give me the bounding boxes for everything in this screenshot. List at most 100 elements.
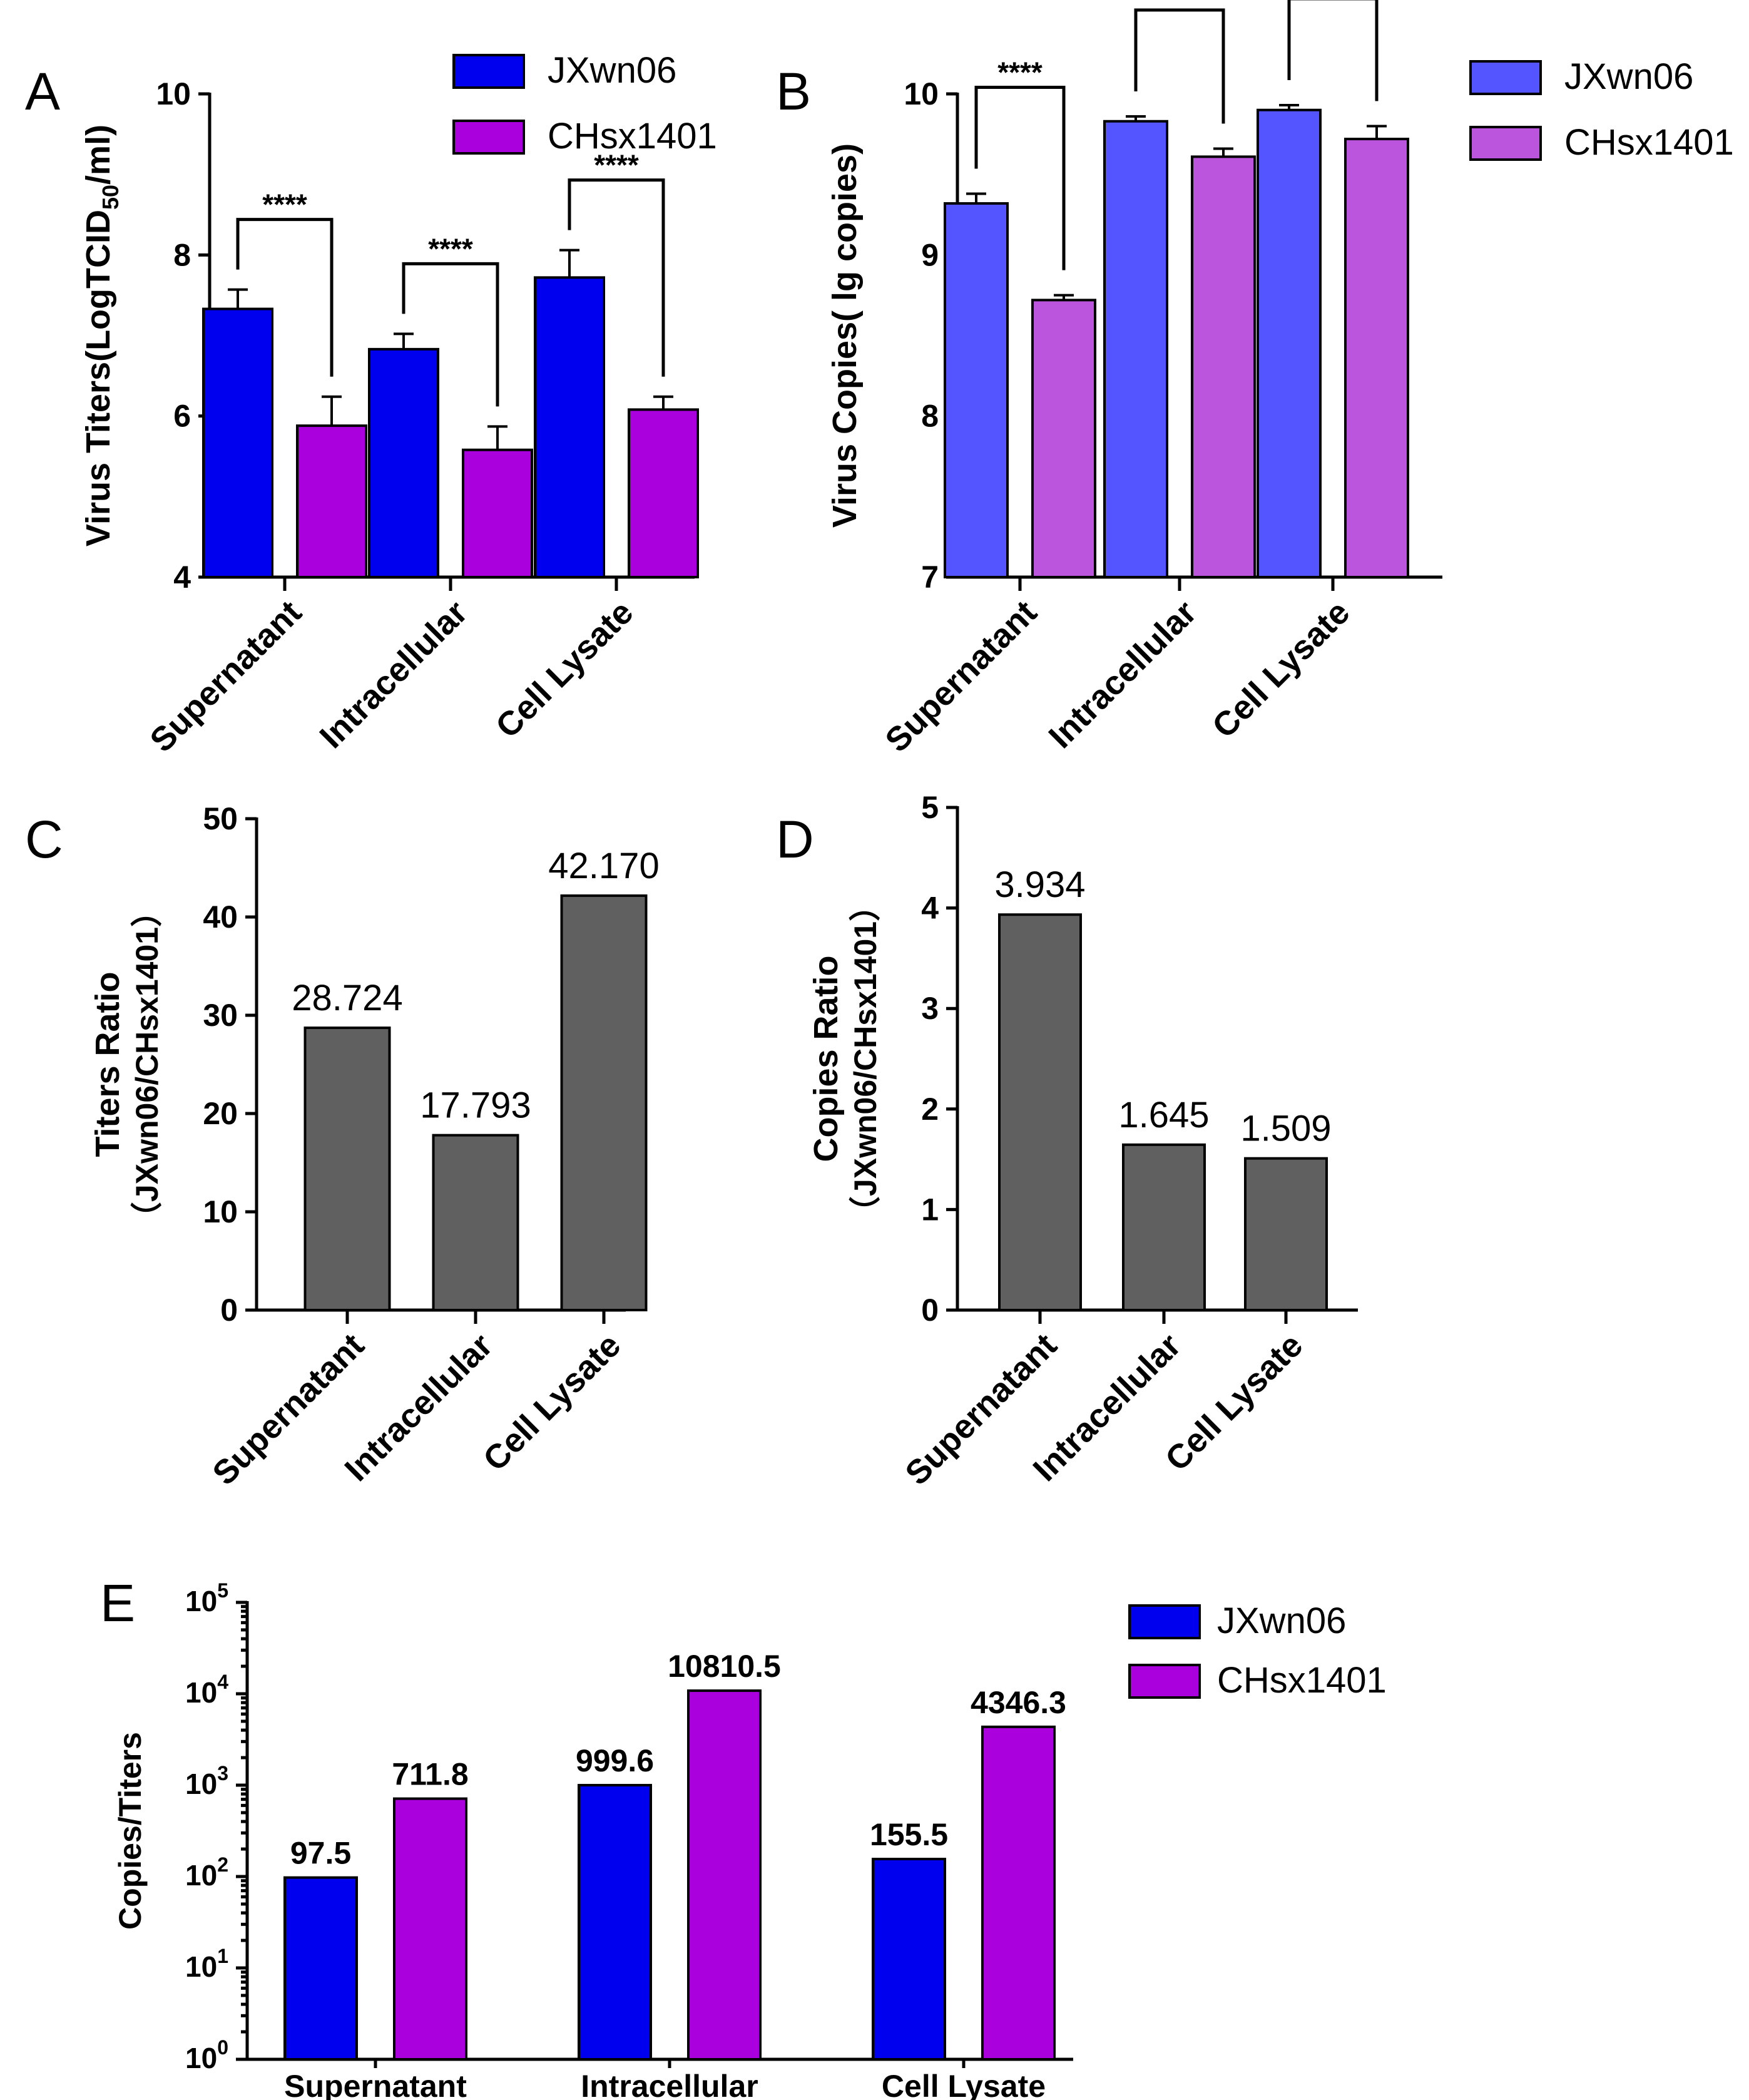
y-axis-label: Copies/Titers: [113, 1732, 148, 1930]
bar-chsx1401: [462, 448, 533, 578]
bar-ratio: [1122, 1143, 1206, 1311]
bar-jxwn06: [368, 347, 439, 579]
x-tick-label: Intracellular: [1042, 593, 1204, 755]
bar-jxwn06: [872, 1858, 946, 2061]
y-tick-exponent: 0: [217, 2036, 228, 2059]
value-label: 28.724: [292, 978, 402, 1018]
y-axis-label: Virus Copies( lg copies): [826, 143, 864, 528]
panel-letter: A: [25, 62, 60, 121]
significance-bracket: [1287, 0, 1379, 101]
bar-chsx1401: [1191, 155, 1256, 579]
y-tick-exponent: 2: [217, 1853, 228, 1876]
significance-label: ****: [262, 188, 307, 221]
legend-swatch-jxwn06: [1128, 1604, 1201, 1639]
x-tick-label: Supernatant: [878, 593, 1044, 759]
bar-ratio: [303, 1027, 391, 1311]
bar-jxwn06: [283, 1876, 358, 2061]
bar-chsx1401: [1031, 299, 1096, 578]
y-axis-label: Virus Titers(LogTCID50/ml): [79, 125, 123, 546]
y-tick-label: 10: [904, 76, 939, 111]
y-tick-label: 101: [185, 1945, 228, 1983]
bar-chsx1401: [393, 1797, 467, 2061]
panel-a: A 4 6 8 10 Virus Titers(LogTCID50/ml) Supernat…: [25, 50, 717, 759]
bar-chsx1401: [1344, 138, 1409, 578]
y-tick-base: 10: [185, 1676, 217, 1709]
y-axis-label-main: Virus Titers(LogTCID: [79, 210, 117, 546]
significance-label: ****: [997, 56, 1043, 89]
y-tick-base: 10: [185, 1859, 217, 1892]
y-tick-label: 40: [203, 899, 238, 935]
bar-chsx1401: [981, 1725, 1056, 2061]
value-label: 10810.5: [668, 1649, 781, 1684]
value-label: 42.170: [548, 846, 659, 886]
y-tick-base: 10: [185, 1768, 217, 1800]
bar-ratio: [560, 894, 648, 1311]
value-label: 999.6: [576, 1743, 654, 1778]
y-axis-label: Titers Ratio: [89, 971, 126, 1157]
legend-label: JXwn06: [1217, 1601, 1346, 1641]
x-tick-label: Intracellular: [313, 593, 475, 755]
panel-c: C 0 10 20 30 40 50 Titers Ratio （JXwn06/CHsx1401…: [25, 801, 660, 1492]
bar-ratio: [1244, 1157, 1328, 1311]
x-tick-label: Cell Lysate: [1205, 593, 1357, 745]
y-tick-exponent: 3: [217, 1762, 228, 1785]
legend-label: CHsx1401: [548, 116, 717, 156]
y-tick-label: 3: [921, 991, 939, 1026]
y-axis-label-end: /ml): [79, 125, 117, 185]
x-tick-label: Cell Lysate: [882, 2069, 1046, 2100]
panel-b: B 7 8 9 10 Virus Copies( lg copies) Supernatan…: [776, 0, 1734, 759]
legend-swatch-jxwn06: [452, 54, 525, 89]
legend-swatch-jxwn06: [1469, 60, 1542, 95]
significance-label: ****: [594, 149, 639, 182]
y-axis-label-2: （JXwn06/CHsx1401）: [130, 896, 165, 1233]
y-tick-label: 105: [185, 1579, 228, 1617]
legend-swatch-chsx1401: [1128, 1664, 1201, 1699]
y-tick-label: 6: [173, 399, 191, 434]
bar-ratio: [998, 913, 1082, 1311]
y-axis-label-main: Virus Copies( lg copies): [826, 143, 864, 528]
panel-letter: B: [776, 62, 811, 121]
y-axis-label: Copies Ratio: [807, 955, 845, 1162]
y-tick-label: 7: [921, 560, 939, 595]
x-tick-label: Cell Lysate: [489, 593, 641, 745]
bar-jxwn06: [534, 276, 605, 578]
y-tick-label: 0: [220, 1293, 238, 1328]
panel-letter: D: [776, 810, 814, 869]
y-tick-label: 4: [921, 891, 939, 926]
legend-swatch-chsx1401: [452, 120, 525, 155]
significance-bracket: [236, 218, 334, 377]
value-label: 3.934: [994, 864, 1085, 905]
bar-jxwn06: [1103, 120, 1168, 579]
y-tick-exponent: 4: [217, 1671, 228, 1693]
y-tick-label: 103: [185, 1762, 228, 1800]
legend-label: CHsx1401: [1564, 122, 1734, 163]
value-label: 711.8: [392, 1757, 468, 1792]
x-tick-label: Supernatant: [143, 593, 308, 759]
value-label: 97.5: [290, 1836, 351, 1871]
value-label: 1.509: [1240, 1109, 1331, 1149]
legend-label: JXwn06: [1564, 56, 1693, 97]
y-tick-label: 1: [921, 1192, 939, 1227]
y-axis-label-2: （JXwn06/CHsx1401）: [848, 890, 883, 1227]
value-label: 1.645: [1118, 1095, 1209, 1135]
y-tick-label: 20: [203, 1096, 238, 1131]
y-tick-label: 9: [921, 237, 939, 272]
significance-bracket: [402, 262, 499, 407]
significance-bracket: [568, 178, 665, 377]
x-tick-label: Intracellular: [581, 2069, 758, 2100]
y-tick-label: 4: [173, 560, 191, 595]
bar-jxwn06: [578, 1784, 652, 2061]
legend-label: JXwn06: [548, 50, 676, 91]
bar-chsx1401: [628, 408, 699, 579]
y-tick-label: 30: [203, 998, 238, 1033]
significance-label: ***: [1163, 0, 1196, 11]
y-tick-base: 10: [185, 1585, 217, 1617]
y-tick-base: 10: [185, 2042, 217, 2074]
y-tick-label: 10: [156, 76, 191, 111]
panel-letter: E: [100, 1574, 135, 1632]
value-label: 17.793: [420, 1085, 531, 1126]
bar-jxwn06: [944, 202, 1009, 578]
y-tick-label: 50: [203, 801, 238, 836]
y-tick-label: 10: [203, 1194, 238, 1229]
panel-letter: C: [25, 810, 63, 869]
